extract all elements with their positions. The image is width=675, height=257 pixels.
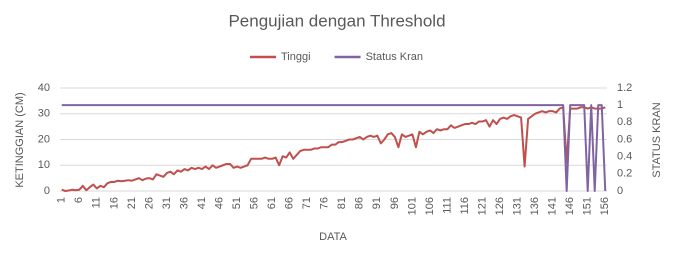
legend-label: Tinggi [281,51,311,63]
x-tick-label: 91 [371,197,383,209]
x-tick-label: 101 [406,197,418,215]
legend-label: Status Kran [366,51,423,63]
x-tick-label: 56 [249,197,261,209]
x-tick-label: 121 [476,197,488,215]
y2-tick-label: 1 [617,99,623,111]
x-tick-label: 131 [511,197,523,215]
x-tick-label: 11 [91,197,103,208]
y-tick-label: 0 [44,185,50,197]
x-tick-label: 6 [73,197,85,203]
x-tick-label: 86 [354,197,366,209]
y2-tick-label: 0.8 [617,116,632,128]
y2-tick-label: 0.6 [617,133,632,145]
x-tick-label: 46 [213,197,225,209]
series-line [61,104,607,192]
chart-title: Pengujian dengan Threshold [228,11,445,30]
x-tick-label: 16 [108,197,120,209]
x-tick-label: 51 [231,197,243,209]
series-line [61,106,606,192]
x-tick-label: 146 [564,197,576,215]
x-tick-label: 76 [319,197,331,209]
x-tick-label: 111 [441,197,453,214]
x-tick-label: 126 [494,197,506,215]
x-tick-label: 151 [582,197,594,215]
x-tick-label: 71 [301,197,313,209]
x-tick-label: 66 [284,197,296,209]
y-tick-label: 20 [38,133,50,145]
x-tick-label: 96 [389,197,401,209]
x-tick-label: 141 [547,197,559,215]
x-tick-label: 156 [599,197,611,215]
x-tick-label: 116 [459,197,471,215]
x-tick-label: 21 [126,197,138,209]
y2-tick-label: 0.2 [617,168,632,180]
y2-tick-label: 0.4 [617,151,632,163]
y-tick-label: 30 [38,108,50,120]
y2-axis-title: STATUS KRAN [651,102,663,177]
x-tick-label: 26 [143,197,155,209]
y2-tick-label: 1.2 [617,82,632,94]
x-tick-label: 106 [424,197,436,215]
x-tick-label: 1 [56,197,68,203]
y-tick-label: 10 [38,159,50,171]
x-tick-label: 41 [196,197,208,209]
y-axis-title: KETINGGIAN (CM) [14,92,26,187]
y-tick-label: 40 [38,82,50,94]
x-tick-label: 61 [266,197,278,209]
y2-tick-label: 0 [617,185,623,197]
x-tick-label: 81 [336,197,348,209]
x-tick-label: 136 [529,197,541,215]
x-tick-label: 36 [178,197,190,209]
x-axis-title: DATA [319,231,347,243]
x-tick-label: 31 [161,197,173,209]
